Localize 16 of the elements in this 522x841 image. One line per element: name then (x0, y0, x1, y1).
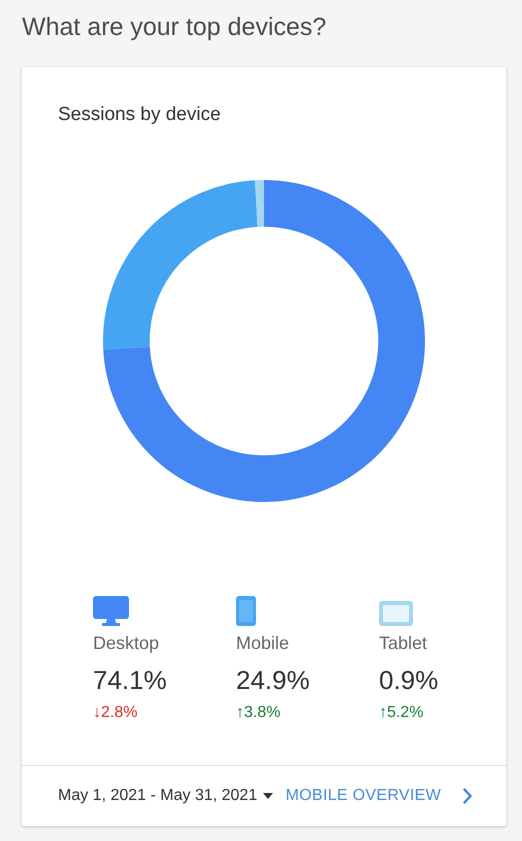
text: MOBILE OVERVIEW (286, 787, 441, 805)
data-label: 24.9% (236, 664, 311, 696)
legend-label: Mobile (236, 632, 290, 654)
donut-slice (103, 180, 258, 350)
data-label: 0.9% (379, 664, 440, 696)
donut-slice (103, 180, 425, 502)
legend-label: Desktop (93, 632, 160, 654)
chart-subtitle: Sessions by device (58, 104, 221, 126)
chart-title: What are your top devices? (22, 13, 326, 42)
text: ↑5.2% (379, 703, 424, 723)
legend-label: Tablet (379, 632, 428, 654)
data-label: 74.1% (93, 664, 168, 696)
text: ↑3.8% (236, 703, 282, 723)
text: ↓2.8% (93, 703, 138, 723)
donut-slice (254, 180, 264, 227)
text: May 1, 2021 - May 31, 2021 (58, 787, 258, 805)
